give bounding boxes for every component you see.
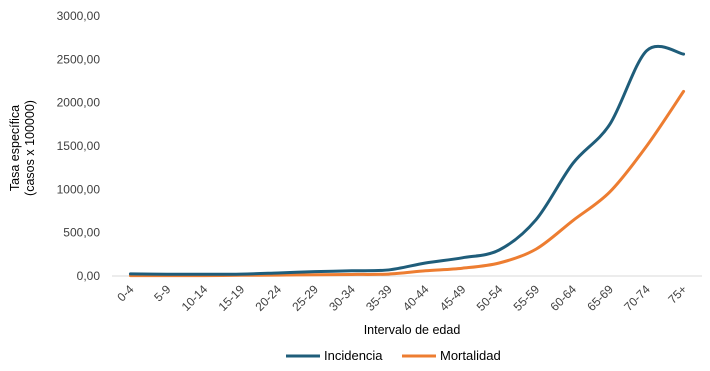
y-tick-label: 1500,00 <box>57 139 101 153</box>
y-axis-ticks: 0,00 500,00 1000,00 1500,00 2000,00 2500,00 30… <box>57 9 101 283</box>
series-line-mortalidad <box>128 89 686 278</box>
x-tick-label: 70-74 <box>621 282 653 314</box>
x-tick-label: 5-9 <box>151 282 173 304</box>
y-tick-label: 1000,00 <box>57 182 101 196</box>
x-tick-label: 20-24 <box>252 282 284 314</box>
x-tick-label: 45-49 <box>437 282 469 314</box>
x-tick-label: 25-29 <box>289 282 321 314</box>
y-tick-label: 500,00 <box>63 226 100 240</box>
x-tick-label: 0-4 <box>114 282 136 304</box>
x-tick-label: 10-14 <box>179 282 211 314</box>
y-axis-title-line1: Tasa específica <box>8 105 22 191</box>
x-axis-title: Intervalo de edad <box>364 323 461 337</box>
y-tick-label: 2500,00 <box>57 52 101 66</box>
series-line-incidencia <box>128 44 686 276</box>
y-tick-label: 0,00 <box>77 269 101 283</box>
x-tick-label: 15-19 <box>216 282 248 314</box>
x-tick-label: 65-69 <box>584 282 616 314</box>
legend-label-mortalidad: Mortalidad <box>440 348 501 363</box>
x-tick-label: 40-44 <box>400 282 432 314</box>
x-tick-label: 55-59 <box>511 282 543 314</box>
legend: Incidencia Mortalidad <box>286 348 501 363</box>
y-tick-label: 2000,00 <box>57 96 101 110</box>
x-tick-label: 60-64 <box>547 282 579 314</box>
x-axis-ticks: 0-4 5-9 10-14 15-19 20-24 25-29 30-34 35-39 40-4… <box>114 282 689 314</box>
x-tick-label: 30-34 <box>326 282 358 314</box>
x-tick-label: 75+ <box>665 282 689 306</box>
x-tick-label: 35-39 <box>363 282 395 314</box>
legend-label-incidencia: Incidencia <box>324 348 383 363</box>
y-tick-label: 3000,00 <box>57 9 101 23</box>
series-lines <box>128 44 686 278</box>
x-tick-label: 50-54 <box>474 282 506 314</box>
y-axis-title-line2: (casos x 100000) <box>23 100 37 196</box>
